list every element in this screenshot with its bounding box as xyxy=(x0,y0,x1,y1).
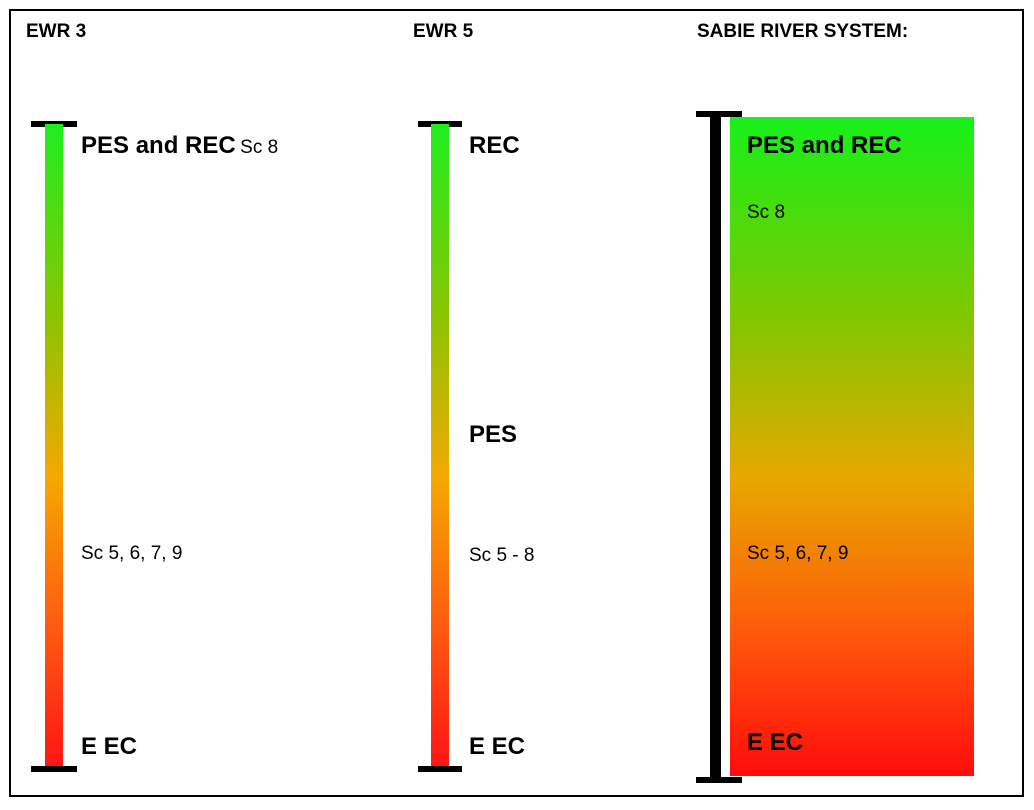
ewr3-top-label: PES and REC Sc 8 xyxy=(81,134,278,158)
sabie-scale-bar xyxy=(710,113,721,781)
sabie-bottom-cap xyxy=(696,777,742,783)
ewr5-top-bold: REC xyxy=(469,132,520,159)
ewr5-bottom-cap xyxy=(418,766,462,772)
ewr5-mid-bold: PES xyxy=(469,421,518,448)
ewr5-scale-bar xyxy=(431,124,449,769)
diagram-frame xyxy=(9,9,1024,797)
sabie-top-note: Sc 8 xyxy=(747,202,786,223)
ewr3-bottom-cap xyxy=(31,766,77,772)
ewr5-mid-note: Sc 5 - 8 xyxy=(469,545,535,566)
ewr5-bottom-bold: E EC xyxy=(469,733,526,760)
ewr3-header: EWR 3 xyxy=(26,21,87,42)
sabie-gradient-block xyxy=(730,117,974,776)
sabie-top-bold: PES and REC xyxy=(747,132,902,159)
ewr5-header: EWR 5 xyxy=(413,21,474,42)
sabie-bottom-bold: E EC xyxy=(747,729,804,756)
ewr3-bottom-bold: E EC xyxy=(81,733,138,760)
ewr3-mid-note: Sc 5, 6, 7, 9 xyxy=(81,543,183,564)
ewr3-scale-bar xyxy=(45,124,63,769)
sabie-mid-note: Sc 5, 6, 7, 9 xyxy=(747,543,849,564)
ewr3-top-note: Sc 8 xyxy=(240,137,279,158)
sabie-header: SABIE RIVER SYSTEM: xyxy=(697,21,909,42)
ewr3-top-bold: PES and REC xyxy=(81,132,236,159)
